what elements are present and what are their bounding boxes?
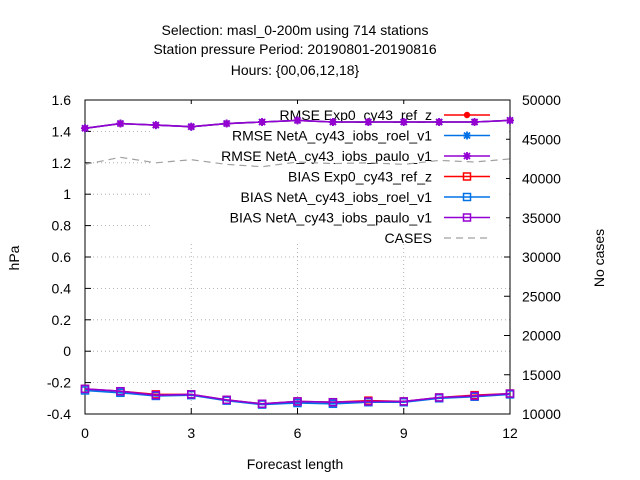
legend-label: CASES (385, 230, 432, 246)
chart-title-line-2: Station pressure Period: 20190801-201908… (153, 41, 437, 57)
data-point-marker (462, 192, 472, 202)
data-point-marker (462, 172, 472, 181)
legend-label: BIAS NetA_cy43_iobs_paulo_v1 (230, 210, 433, 226)
data-point-marker (151, 390, 161, 400)
legend-background (150, 104, 506, 244)
y2-tick-label: 45000 (522, 131, 561, 147)
data-point-marker (222, 119, 231, 128)
data-point-marker (257, 399, 267, 409)
y-tick-label: 0.8 (52, 218, 72, 234)
y-tick-label: 1.6 (52, 92, 72, 108)
y-tick-label: 0.4 (52, 280, 72, 296)
y2-tick-label: 50000 (522, 92, 561, 108)
data-point-marker (505, 389, 515, 398)
x-tick-label: 12 (502, 425, 518, 441)
data-point-marker (187, 122, 196, 131)
y-tick-label: 1 (63, 186, 71, 202)
legend-entry: BIAS NetA_cy43_iobs_paulo_v1 (230, 210, 490, 226)
data-point-marker (399, 397, 408, 406)
y-tick-label: 0.2 (52, 312, 72, 328)
data-point-marker (116, 386, 125, 396)
y-tick-label: -0.2 (47, 375, 71, 391)
y2-tick-label: 30000 (522, 249, 561, 265)
data-point-marker (463, 111, 471, 119)
legend-entry: BIAS NetA_cy43_iobs_roel_v1 (241, 189, 490, 205)
legend-label: RMSE NetA_cy43_iobs_paulo_v1 (221, 148, 432, 164)
y-tick-label: 1.4 (52, 123, 72, 139)
y2-axis-title: No cases (591, 229, 607, 287)
data-point-marker (463, 152, 471, 160)
data-point-marker (463, 131, 471, 140)
y2-tick-label: 35000 (522, 210, 561, 226)
data-point-marker (399, 117, 408, 126)
legend-entry: CASES (385, 230, 490, 246)
axes: 0 3 6 9 12 -0.4 -0.2 0 0.2 0.4 0.6 0.8 1 1.2 1.4 1.6 100… (47, 92, 561, 441)
y-tick-label: 1.2 (52, 155, 72, 171)
y2-tick-label: 15000 (522, 367, 561, 383)
data-point-marker (434, 393, 444, 402)
data-point-marker (506, 116, 514, 125)
data-point-marker (293, 397, 302, 406)
y-tick-label: 0 (63, 343, 71, 359)
data-point-marker (222, 395, 231, 405)
legend-entry: BIAS Exp0_cy43_ref_z (288, 169, 490, 185)
y-tick-label: -0.4 (47, 406, 71, 422)
chart-title: Selection: masl_0-200m using 714 station… (153, 22, 437, 78)
data-point-marker (258, 117, 267, 126)
data-point-marker (116, 119, 125, 128)
data-point-marker (462, 213, 472, 222)
y2-tick-label: 25000 (522, 288, 561, 304)
data-point-marker (293, 116, 302, 125)
x-tick-label: 9 (400, 425, 408, 441)
legend-entry: RMSE NetA_cy43_iobs_roel_v1 (232, 128, 490, 144)
legend-label: BIAS NetA_cy43_iobs_roel_v1 (241, 189, 433, 205)
legend-entry: RMSE Exp0_cy43_ref_z (279, 107, 490, 123)
y2-tick-label: 10000 (522, 406, 561, 422)
data-point-marker (364, 397, 373, 406)
data-point-marker (328, 117, 337, 126)
y2-tick-label: 20000 (522, 328, 561, 344)
y-axis-title: hPa (6, 245, 22, 270)
data-point-marker (364, 117, 373, 126)
series-2 (81, 116, 514, 133)
data-point-marker (81, 124, 89, 133)
x-tick-label: 6 (294, 425, 302, 441)
x-axis-title: Forecast length (247, 456, 344, 472)
data-point-marker (435, 117, 444, 126)
legend: RMSE Exp0_cy43_ref_z RMSE NetA_cy43_iobs_… (150, 104, 506, 246)
data-point-marker (80, 384, 90, 394)
legend-label: RMSE Exp0_cy43_ref_z (279, 107, 432, 123)
legend-label: RMSE NetA_cy43_iobs_roel_v1 (232, 128, 432, 144)
chart-title-line-1: Selection: masl_0-200m using 714 station… (162, 22, 429, 38)
data-point-marker (187, 390, 196, 399)
data-point-marker (470, 391, 479, 401)
data-point-marker (470, 117, 479, 126)
chart-title-line-3: Hours: {00,06,12,18} (231, 62, 360, 78)
y2-tick-label: 40000 (522, 171, 561, 187)
data-point-marker (151, 121, 160, 130)
legend-label: BIAS Exp0_cy43_ref_z (288, 169, 432, 185)
series-line (84, 388, 511, 405)
y-tick-label: 0.6 (52, 249, 72, 265)
x-tick-label: 0 (81, 425, 89, 441)
legend-entry: RMSE NetA_cy43_iobs_paulo_v1 (221, 148, 490, 164)
data-point-marker (328, 397, 338, 407)
series-5 (80, 384, 515, 409)
x-tick-label: 3 (187, 425, 195, 441)
plot-series (80, 116, 515, 409)
